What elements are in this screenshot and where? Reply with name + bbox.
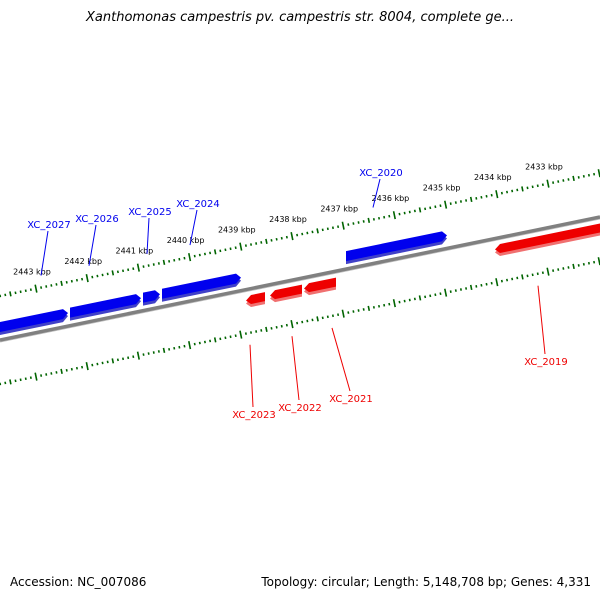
backbone-layer <box>0 215 600 343</box>
outer-tick <box>34 284 38 293</box>
xc_2026-label: XC_2026 <box>75 214 119 225</box>
inner-tick <box>367 305 371 312</box>
xc_2020-gene <box>346 231 447 262</box>
inner-tick <box>34 372 38 381</box>
xc_2025-gene <box>143 290 160 303</box>
inner-tick <box>418 295 422 301</box>
xc_2021-leader <box>331 327 351 392</box>
tick-label: 2441 kbp <box>116 247 154 256</box>
outer-tick <box>521 186 524 192</box>
inner-tick-ring <box>0 257 600 386</box>
xc_2019-label: XC_2019 <box>524 357 568 368</box>
xc_2019-gene <box>495 223 600 253</box>
xc_2023-label: XC_2023 <box>232 410 276 421</box>
xc_2025-label: XC_2025 <box>128 207 172 218</box>
tick-label: 2439 kbp <box>218 226 256 235</box>
inner-tick <box>9 379 12 385</box>
inner-tick <box>265 326 268 332</box>
inner-tick <box>572 263 575 270</box>
outer-tick <box>111 270 115 276</box>
inner-tick <box>239 330 243 339</box>
xc_2024-label: XC_2024 <box>176 199 220 210</box>
gene-layer <box>0 223 600 335</box>
inner-tick <box>162 347 166 353</box>
tick-label: 2435 kbp <box>423 184 461 193</box>
inner-tick <box>136 351 140 360</box>
outer-tick <box>213 249 217 255</box>
outer-tick <box>136 263 140 272</box>
xc_2023-gene <box>246 292 265 305</box>
tick-label: 2438 kbp <box>269 215 307 224</box>
tick-label-layer: 2443 kbp 2442 kbp 2441 kbp 2440 kbp 2439 kbp… <box>13 163 563 277</box>
outer-tick <box>316 228 319 234</box>
inner-tick <box>213 337 217 343</box>
xc_2020-leader <box>372 178 381 208</box>
outer-tick <box>367 217 371 224</box>
inner-tick <box>546 267 550 276</box>
xc_2022-leader <box>291 336 300 401</box>
outer-tick <box>290 232 294 241</box>
outer-tick <box>469 196 473 203</box>
inner-tick <box>341 309 345 318</box>
xc_2027-gene <box>0 309 68 332</box>
outer-tick <box>418 207 422 213</box>
tick-label: 2433 kbp <box>525 163 563 172</box>
outer-tick <box>162 259 166 265</box>
outer-tick <box>9 291 12 297</box>
outer-tick <box>444 200 448 209</box>
xc_2026-leader <box>88 224 97 266</box>
outer-tick <box>188 253 192 262</box>
inner-tick <box>521 274 524 280</box>
xc_2027-leader <box>40 230 49 276</box>
inner-tick <box>60 368 63 374</box>
outer-tick <box>392 211 396 220</box>
xc_2023-leader <box>249 344 254 408</box>
topology-summary: Topology: circular; Length: 5,148,708 bp… <box>261 575 591 589</box>
backbone <box>0 215 600 342</box>
xc_2019-leader <box>537 285 546 355</box>
tick-label: 2437 kbp <box>320 205 358 214</box>
outer-tick <box>60 280 63 286</box>
accession-label: Accession: NC_007086 <box>10 575 147 589</box>
outer-tick <box>546 179 550 188</box>
inner-tick <box>469 284 473 291</box>
xc_2027-label: XC_2027 <box>27 220 71 231</box>
outer-tick <box>239 242 243 251</box>
tick-label: 2440 kbp <box>167 236 205 245</box>
xc_2024-gene <box>162 273 241 299</box>
inner-tick <box>290 320 294 329</box>
gene-label-layer: XC_2027 XC_2026 XC_2025 XC_2024 XC_2020 XC_20… <box>27 168 568 421</box>
tick-label: 2434 kbp <box>474 173 512 182</box>
xc_2026-gene <box>70 294 141 318</box>
outer-tick <box>572 175 575 182</box>
outer-tick <box>341 221 345 230</box>
xc_2025-leader <box>146 217 150 254</box>
inner-tick <box>444 288 448 297</box>
tick-label: 2442 kbp <box>64 257 102 266</box>
inner-tick <box>392 299 396 308</box>
inner-tick <box>188 341 192 350</box>
outer-tick <box>265 238 268 244</box>
xc_2022-gene <box>270 284 302 300</box>
xc_2022-label: XC_2022 <box>278 403 322 414</box>
xc_2024-leader <box>189 209 198 246</box>
inner-tick <box>111 358 115 364</box>
outer-tick <box>495 190 499 199</box>
inner-tick <box>85 362 89 371</box>
inner-tick <box>495 278 499 287</box>
xc_2021-gene <box>304 277 336 293</box>
tick-label: 2436 kbp <box>372 194 410 203</box>
xc_2021-label: XC_2021 <box>329 394 373 405</box>
outer-tick <box>85 274 89 283</box>
tick-label: 2443 kbp <box>13 268 51 277</box>
map-title: Xanthomonas campestris pv. campestris st… <box>86 10 514 25</box>
xc_2020-label: XC_2020 <box>359 168 403 179</box>
inner-tick <box>316 316 319 322</box>
